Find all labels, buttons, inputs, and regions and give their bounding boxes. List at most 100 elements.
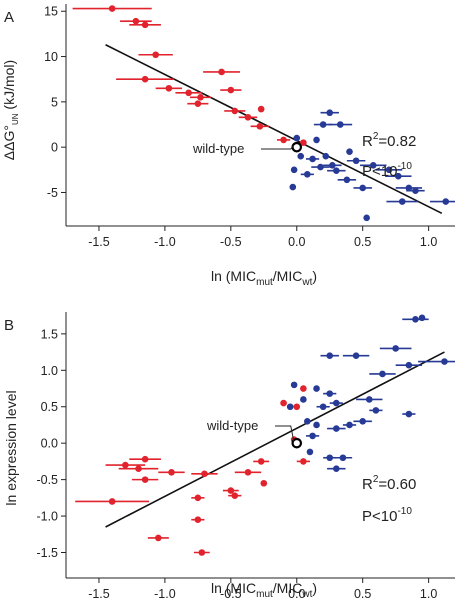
annotation-leader <box>261 144 295 150</box>
x-tick-label: -0.5 <box>220 235 242 249</box>
data-point <box>141 476 149 483</box>
data-point <box>300 385 307 392</box>
fit-line <box>105 351 445 528</box>
data-point <box>369 161 377 169</box>
data-point <box>194 100 202 107</box>
panel-b: -1.5 -1.0 -0.5 0.0 0.5 1.0 -1.5 -1.0 -0.5 0.0 0.5 1… <box>3 312 455 599</box>
x-tick-label: 0.0 <box>288 587 305 599</box>
data-point <box>197 94 204 101</box>
data-point <box>385 166 393 174</box>
data-point <box>405 361 413 369</box>
series-blue <box>289 109 455 222</box>
data-point <box>257 105 265 113</box>
panel-label: A <box>4 9 14 26</box>
r-squared-text: R2=0.60 <box>362 474 416 493</box>
data-point <box>132 17 140 25</box>
data-point <box>108 498 116 505</box>
x-tick-label: 1.0 <box>420 235 437 249</box>
data-point <box>326 109 334 117</box>
data-point <box>313 421 320 429</box>
data-point <box>398 198 406 205</box>
data-point <box>256 123 264 130</box>
series-red <box>75 385 310 556</box>
data-point <box>155 534 162 542</box>
data-point <box>333 167 340 175</box>
data-point <box>297 152 305 160</box>
data-point <box>309 432 316 440</box>
data-point <box>333 399 340 407</box>
x-tick-label: -1.0 <box>154 587 176 599</box>
wild-type-marker <box>291 141 303 153</box>
data-point <box>326 390 334 397</box>
annotation-leader <box>275 425 295 442</box>
wild-type-label: wild-type <box>192 141 244 156</box>
data-point <box>293 134 301 142</box>
data-point <box>326 352 334 360</box>
y-tick-label: -1.5 <box>36 546 58 560</box>
data-point <box>165 84 173 92</box>
data-point <box>333 425 340 432</box>
y-tick-label: 5 <box>51 95 58 109</box>
data-point <box>152 51 159 59</box>
data-point <box>339 454 347 462</box>
data-point <box>300 396 307 403</box>
data-point <box>286 403 294 411</box>
data-point <box>394 172 402 180</box>
data-point <box>293 403 301 411</box>
y-tick-label: 0.0 <box>41 437 58 451</box>
x-tick-label: -0.5 <box>220 587 242 599</box>
data-point <box>359 418 366 425</box>
data-point <box>352 352 360 360</box>
y-tick-label: 15 <box>44 5 58 19</box>
data-point <box>336 121 344 128</box>
data-point <box>168 469 175 476</box>
data-point <box>300 458 307 465</box>
data-point <box>141 21 149 29</box>
data-point <box>412 315 419 323</box>
y-tick-label: 10 <box>44 50 58 64</box>
data-point <box>257 458 265 465</box>
data-point <box>346 421 353 429</box>
wild-type-label: wild-type <box>206 418 258 433</box>
x-tick-label: 0.5 <box>354 235 371 249</box>
x-tick-label: 0.5 <box>354 587 371 599</box>
data-point <box>441 358 448 365</box>
y-tick-label: 0 <box>51 141 58 155</box>
data-point <box>309 155 316 163</box>
data-point <box>346 148 353 155</box>
data-point <box>141 75 149 83</box>
y-tick-label: 1.5 <box>41 327 58 341</box>
panel-label: B <box>4 317 14 334</box>
data-point <box>313 385 320 392</box>
series-red <box>72 5 307 146</box>
data-point <box>290 166 298 174</box>
y-axis-title: ln expression level <box>3 390 19 505</box>
data-point <box>231 492 239 499</box>
data-point <box>333 465 340 472</box>
data-point <box>260 479 268 487</box>
data-point <box>289 183 297 191</box>
data-point <box>412 187 419 194</box>
data-point <box>313 136 320 144</box>
data-point <box>306 448 314 456</box>
y-tick-label: -1.0 <box>36 510 58 524</box>
y-tick-label: 0.5 <box>41 400 58 414</box>
data-point <box>231 107 239 115</box>
series-blue <box>286 314 455 472</box>
data-point <box>135 465 142 472</box>
x-tick-label: -1.5 <box>88 587 110 599</box>
fit-line <box>105 44 443 215</box>
data-point <box>185 89 192 97</box>
data-point <box>304 418 311 425</box>
y-tick-label: -0.5 <box>36 473 58 487</box>
data-point <box>352 157 360 165</box>
data-point <box>317 163 324 171</box>
data-point <box>319 121 327 128</box>
x-tick-label: 0.0 <box>288 235 305 249</box>
data-point <box>290 381 298 389</box>
data-point <box>304 171 311 178</box>
data-point <box>359 184 366 192</box>
data-point <box>227 86 235 94</box>
data-point <box>194 516 202 523</box>
